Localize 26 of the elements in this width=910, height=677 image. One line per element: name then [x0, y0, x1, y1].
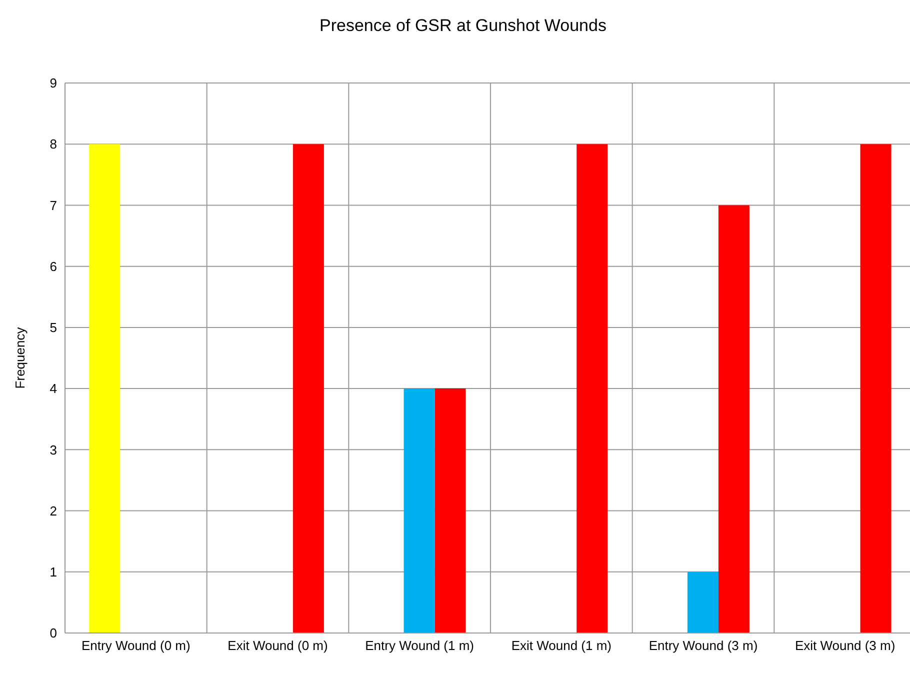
x-tick-label: Exit Wound (1 m): [511, 638, 612, 654]
y-tick-label: 6: [50, 258, 57, 274]
bar: [434, 388, 466, 633]
x-tick-label: Entry Wound (3 m): [648, 638, 758, 654]
bar: [292, 144, 324, 633]
y-tick-label: 7: [50, 198, 57, 213]
y-tick-label: 3: [50, 442, 57, 458]
bar: [576, 144, 608, 633]
bar: [687, 572, 718, 633]
y-tick-label: 4: [50, 381, 57, 396]
bar: [404, 388, 435, 633]
bar: [860, 144, 892, 633]
y-tick-label: 0: [50, 626, 57, 641]
x-tick-label: Exit Wound (3 m): [794, 638, 896, 654]
bar: [718, 205, 750, 633]
y-axis-title: Frequency: [12, 326, 28, 389]
y-tick-label: 9: [50, 76, 57, 91]
x-tick-label: Exit Wound (0 m): [228, 638, 328, 654]
chart-title: Presence of GSR at Gunshot Wounds: [318, 16, 608, 36]
bar: [89, 144, 120, 633]
x-tick-label: Entry Wound (1 m): [365, 638, 474, 654]
y-tick-label: 8: [50, 136, 57, 152]
y-tick-label: 1: [50, 564, 57, 580]
y-tick-label: 5: [50, 320, 57, 336]
y-tick-label: 2: [50, 503, 57, 518]
x-tick-label: Entry Wound (0 m): [81, 638, 190, 654]
